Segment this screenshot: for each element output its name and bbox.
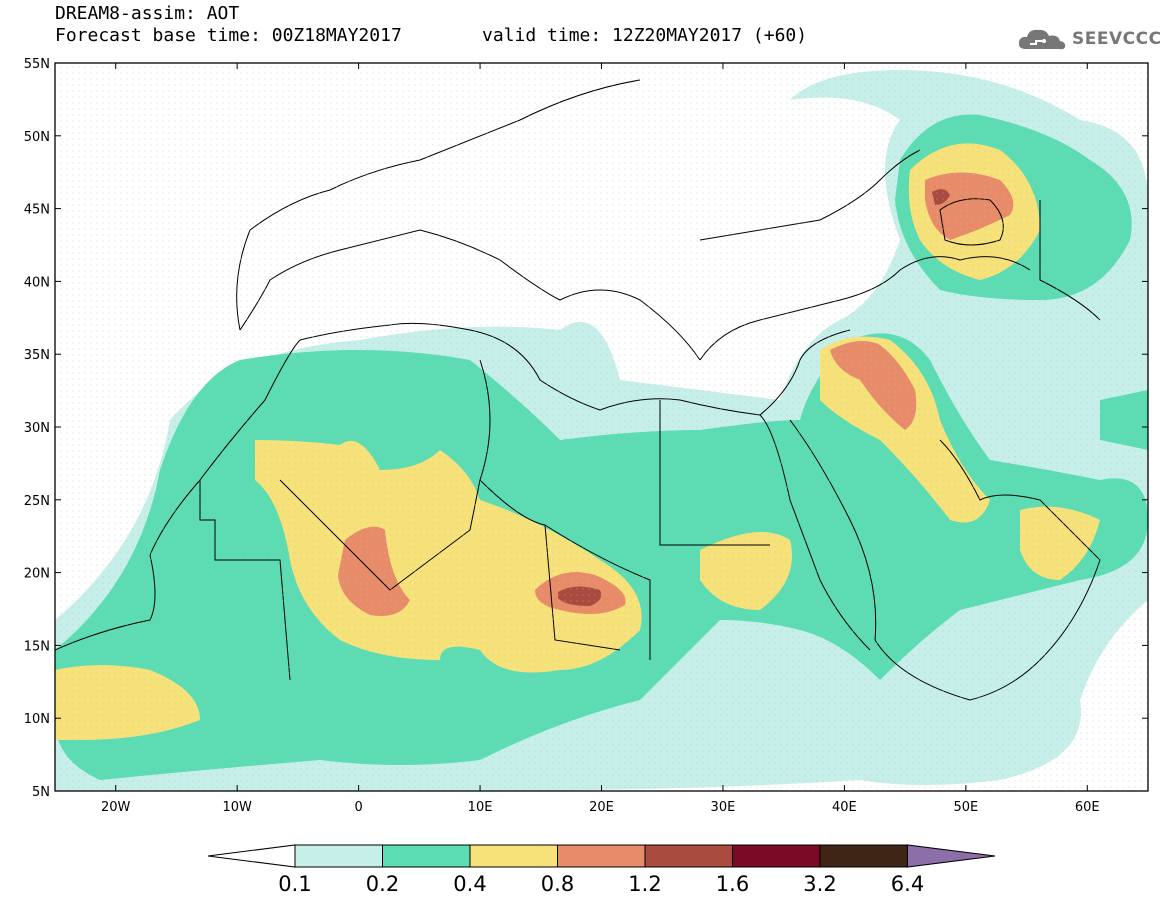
- forecast-base-time: Forecast base time: 00Z18MAY2017: [55, 25, 402, 46]
- colorbar-segment: [557, 844, 646, 868]
- cloud-icon: [1018, 29, 1066, 50]
- lon-label-0: 0: [354, 800, 362, 815]
- colorbar-segment: [469, 844, 558, 868]
- latitude-axis: 55N 50N 45N 40N 35N 30N 25N 20N 15N 10N 5N: [24, 57, 1148, 800]
- colorbar-tick-label: 0.8: [540, 872, 575, 896]
- lat-label-15N: 15N: [24, 639, 50, 654]
- lon-label-30E: 30E: [711, 800, 736, 815]
- lat-label-45N: 45N: [24, 203, 50, 218]
- colorbar-tick-label: 1.6: [715, 872, 750, 896]
- grid-dots: [55, 63, 1148, 791]
- lon-label-40E: 40E: [832, 800, 857, 815]
- lon-label-20W: 20W: [101, 800, 131, 815]
- valid-time: valid time: 12Z20MAY2017 (+60): [482, 25, 808, 46]
- lat-label-20N: 20N: [24, 567, 50, 582]
- colorbar-segment: [382, 844, 471, 868]
- colorbar-segment: [732, 844, 821, 868]
- map-title: DREAM8-assim: AOT: [55, 3, 240, 24]
- colorbar-segment: [644, 844, 733, 868]
- aot-colorbar: [207, 844, 996, 868]
- logo-text: SEEVCCC: [1072, 29, 1162, 49]
- lat-label-10N: 10N: [24, 712, 50, 727]
- colorbar-tick-label: 0.1: [278, 872, 312, 896]
- colorbar-segment: [819, 844, 908, 868]
- lat-label-25N: 25N: [24, 494, 50, 509]
- lon-label-20E: 20E: [589, 800, 614, 815]
- colorbar-under-arrow: [207, 844, 296, 868]
- longitude-axis: 20W 10W 0 10E 20E 30E 40E 50E 60E: [101, 63, 1100, 815]
- colorbar-over-arrow: [907, 844, 996, 868]
- lon-label-60E: 60E: [1075, 800, 1100, 815]
- colorbar-tick-label: 6.4: [890, 872, 925, 896]
- colorbar-segment: [294, 844, 383, 868]
- lat-label-30N: 30N: [24, 421, 50, 436]
- colorbar-tick-label: 3.2: [803, 872, 837, 896]
- lat-label-35N: 35N: [24, 348, 50, 363]
- lon-label-10E: 10E: [468, 800, 493, 815]
- colorbar-tick-label: 1.2: [628, 872, 662, 896]
- lat-label-50N: 50N: [24, 130, 50, 145]
- seevccc-logo: SEEVCCC: [1016, 24, 1162, 54]
- colorbar-tick-label: 0.4: [453, 872, 487, 896]
- lon-label-10W: 10W: [222, 800, 252, 815]
- lat-label-55N: 55N: [24, 57, 50, 72]
- lon-label-50E: 50E: [953, 800, 978, 815]
- lat-label-40N: 40N: [24, 275, 50, 290]
- colorbar-tick-label: 0.2: [365, 872, 400, 896]
- lat-label-5N: 5N: [32, 785, 50, 800]
